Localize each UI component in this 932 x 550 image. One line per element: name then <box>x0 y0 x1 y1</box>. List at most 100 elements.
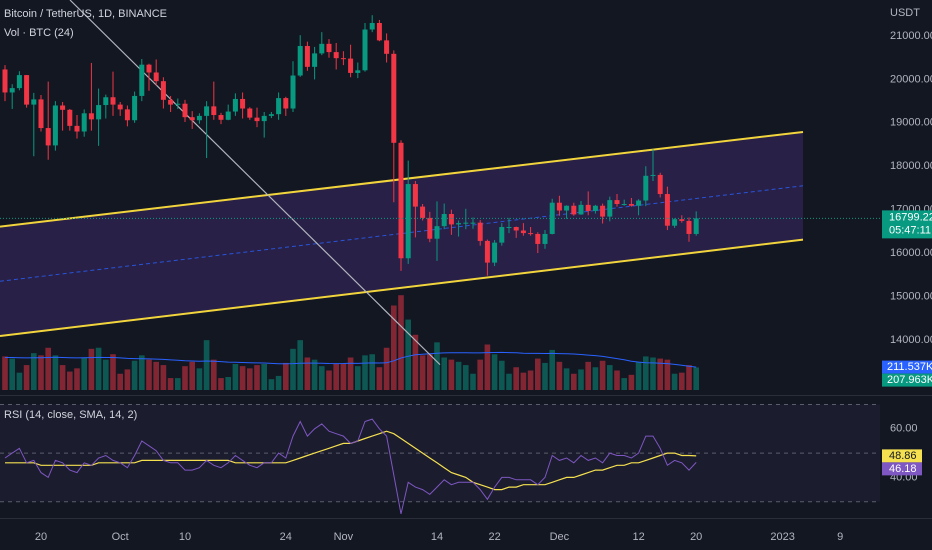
volume-bar <box>484 344 491 390</box>
volume-bar <box>9 358 15 390</box>
volume-bar <box>74 368 80 390</box>
volume-bar <box>599 360 606 390</box>
candle-body <box>412 184 418 207</box>
trendline <box>69 0 441 366</box>
rsi-ma-box <box>882 449 922 463</box>
volume-bar <box>441 357 447 390</box>
rsi-tick-label: 60.00 <box>890 423 918 435</box>
y-tick-label: 20000.00 <box>890 73 932 85</box>
candle-body <box>326 43 332 53</box>
candle-body <box>81 113 87 132</box>
volume-bar <box>549 349 555 390</box>
candle-body <box>189 117 195 121</box>
volume-bar <box>542 362 548 390</box>
candle-body <box>585 204 591 211</box>
volume-bar <box>455 361 462 390</box>
volume-bar <box>614 370 620 390</box>
candle-body <box>628 204 634 206</box>
last-price-label: 16799.22 <box>889 211 932 223</box>
candle-body <box>218 115 224 120</box>
candle-body <box>513 227 519 231</box>
candle-body <box>420 206 426 218</box>
candle-body <box>643 175 649 201</box>
candle-body <box>434 226 440 239</box>
volume-bar <box>67 371 73 390</box>
volume-bar <box>520 372 527 390</box>
y-tick-label: 21000.00 <box>890 30 932 42</box>
candle-body <box>168 99 174 105</box>
volume-bar <box>369 354 375 390</box>
volume-bar <box>571 373 577 390</box>
x-tick-label: 20 <box>35 531 47 543</box>
candle-body <box>261 115 267 122</box>
volume-bar <box>556 361 563 390</box>
y-tick-label: 19000.00 <box>890 117 932 129</box>
volume-bar <box>311 359 318 390</box>
volume-bar <box>412 334 419 390</box>
candle-body <box>96 105 102 120</box>
candle-body <box>16 75 22 89</box>
volume-bar <box>477 359 483 390</box>
candle-body <box>38 99 44 129</box>
candle-body <box>204 106 210 116</box>
x-tick-label: Oct <box>112 531 129 543</box>
candle-body <box>384 40 390 54</box>
candle-body <box>614 200 620 205</box>
volume-bar <box>333 364 339 390</box>
candle-body <box>355 70 361 73</box>
volume-title: Vol · BTC (24) <box>4 27 74 39</box>
volume-bar <box>297 340 303 390</box>
volume-bar <box>203 340 210 390</box>
candle-body <box>398 142 404 259</box>
volume-bar <box>2 356 8 390</box>
candle-body <box>124 109 130 121</box>
candle-body <box>297 46 303 76</box>
volume-bar <box>362 355 368 390</box>
volume-bar <box>189 361 195 390</box>
candle-body <box>9 88 15 93</box>
candle-body <box>240 98 246 109</box>
volume-bar <box>239 366 246 390</box>
candle-body <box>31 99 37 105</box>
candle-body <box>672 219 678 226</box>
candle-body <box>333 52 339 59</box>
candle-body <box>556 202 562 211</box>
x-tick-label: 24 <box>280 531 292 543</box>
candle-body <box>103 97 109 106</box>
candle-body <box>578 204 584 215</box>
candle-body <box>175 103 181 105</box>
candle-body <box>247 108 253 118</box>
x-tick-label: 12 <box>632 531 644 543</box>
y-tick-label: 18000.00 <box>890 160 932 172</box>
candle-body <box>456 223 462 225</box>
volume-bar <box>693 367 699 390</box>
volume-ma-box <box>882 360 932 374</box>
candle-body <box>45 128 51 146</box>
candle-body <box>664 194 670 226</box>
volume-bar <box>175 378 181 390</box>
candle-body <box>484 240 490 263</box>
volume-bar <box>585 361 591 390</box>
candle-body <box>268 114 274 116</box>
candle-body <box>196 115 202 121</box>
candle-body <box>312 53 318 67</box>
volume-bar <box>290 348 296 390</box>
candle-body <box>319 43 325 54</box>
candle-body <box>470 222 476 224</box>
candle-body <box>276 98 282 115</box>
candle-body <box>132 95 138 121</box>
candle-body <box>117 104 123 110</box>
volume-bar <box>283 362 289 390</box>
volume-bar <box>671 373 678 390</box>
volume-bar <box>463 365 469 390</box>
x-tick-label: 10 <box>179 531 191 543</box>
volume-bar <box>499 360 505 390</box>
y-tick-label: 16000.00 <box>890 247 932 259</box>
volume-bar <box>578 369 584 390</box>
volume-bar <box>59 365 66 390</box>
candle-body <box>650 174 656 176</box>
candle-body <box>592 205 598 211</box>
candle-body <box>499 227 505 243</box>
candle-body <box>571 205 577 215</box>
rsi-ma-value: 48.86 <box>889 450 917 462</box>
